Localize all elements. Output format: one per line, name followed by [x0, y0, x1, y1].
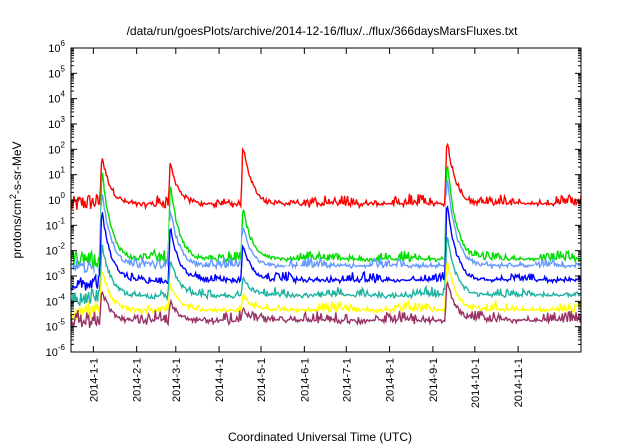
y-tick-label: 101 [48, 166, 65, 182]
y-tick-label: 103 [48, 115, 65, 131]
x-tick-label: 2014-4-1 [214, 358, 226, 402]
y-tick-label: 104 [48, 90, 65, 106]
y-tick-label: 10-5 [46, 318, 66, 334]
y-tick-label: 10-1 [46, 216, 66, 232]
y-tick-label: 10-2 [46, 242, 66, 258]
x-tick-label: 2014-3-1 [171, 358, 183, 402]
series-line [70, 166, 582, 268]
x-tick-label: 2014-9-1 [428, 358, 440, 402]
plot-series [70, 142, 582, 329]
x-axis-title: Coordinated Universal Time (UTC) [228, 430, 412, 444]
y-tick-label: 10-6 [46, 343, 66, 359]
x-tick-label: 2014-1-1 [88, 358, 100, 402]
y-tick-label: 106 [48, 39, 65, 55]
y-tick-label: 102 [48, 140, 65, 156]
y-tick-label: 10-3 [46, 267, 66, 283]
x-tick-label: 2014-8-1 [385, 358, 397, 402]
y-axis-title-rest: -s-sr-MeV [10, 141, 24, 194]
y-tick-label: 10-4 [46, 292, 66, 308]
x-tick-label: 2014-6-1 [299, 358, 311, 402]
series-line [70, 261, 582, 321]
y-axis-title: protons/cm2-s-sr-MeV [8, 141, 24, 258]
x-tick-label: 2014-10-1 [470, 358, 482, 408]
y-axis-title-main: protons/cm [10, 199, 24, 258]
series-line [70, 205, 582, 292]
x-tick-label: 2014-5-1 [256, 358, 268, 402]
series-line [70, 237, 582, 307]
x-tick-label: 2014-7-1 [341, 358, 353, 402]
series-line [70, 142, 582, 211]
series-line [70, 280, 582, 329]
y-axis: 10-6 10-5 10-4 10-3 10-2 10-1 100 101 102 103 104 1… [46, 39, 581, 359]
chart-title: /data/run/goesPlots/archive/2014-12-16/f… [127, 24, 519, 38]
y-tick-label: 105 [48, 64, 65, 80]
y-tick-label: 100 [48, 191, 65, 207]
x-axis: 2014-1-1 2014-2-1 2014-3-1 2014-4-1 2014-5-1… [88, 48, 525, 408]
series-line [70, 180, 582, 277]
y-axis-title-sup: 2 [8, 194, 18, 199]
x-tick-label: 2014-2-1 [132, 358, 144, 402]
series-line [70, 193, 582, 285]
x-tick-label: 2014-11-1 [513, 358, 525, 407]
